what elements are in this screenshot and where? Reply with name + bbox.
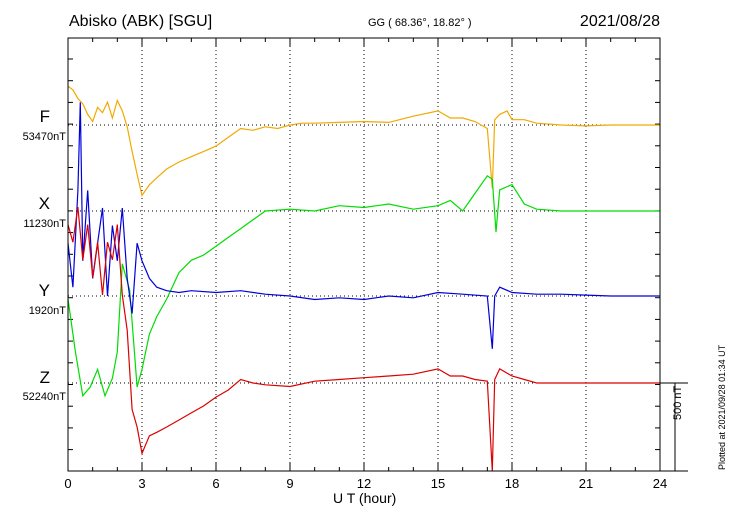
series-line-y — [67, 102, 660, 349]
component-label-x: X — [38, 194, 50, 213]
component-label-f: F — [39, 107, 50, 126]
x-tick-label-18: 18 — [505, 476, 519, 491]
x-tick-label-15: 15 — [431, 476, 445, 491]
series-line-x — [67, 174, 660, 398]
component-label-y: Y — [38, 281, 50, 300]
plotted-timestamp: Plotted at 2021/09/28 01:34 UT — [717, 344, 727, 470]
x-tick-label-3: 3 — [138, 476, 145, 491]
x-tick-label-6: 6 — [212, 476, 219, 491]
x-tick-label-21: 21 — [579, 476, 593, 491]
grid-lines — [68, 38, 660, 471]
scale-bar — [660, 382, 688, 472]
series-line-f — [67, 85, 660, 197]
component-label-z: Z — [39, 368, 50, 387]
x-tick-label-9: 9 — [286, 476, 293, 491]
axis-ticks: 0 3 6 9 12 15 18 21 24 — [64, 38, 667, 491]
x-axis-label: U T (hour) — [333, 490, 397, 506]
plot-frame — [67, 37, 661, 472]
scale-bar-label: 500 nT — [672, 385, 684, 420]
baseline-label-z: 52240nT — [22, 391, 66, 403]
chart-date: 2021/08/28 — [579, 13, 660, 30]
baseline-label-x: 11230nT — [23, 218, 66, 230]
station-title: Abisko (ABK) [SGU] — [69, 13, 213, 30]
series-line-z — [67, 206, 660, 472]
x-tick-label-12: 12 — [357, 476, 371, 491]
baseline-label-f: 53470nT — [22, 131, 66, 143]
baseline-label-y: 1920nT — [28, 305, 66, 317]
geographic-coordinates: GG ( 68.36°, 18.82° ) — [368, 17, 472, 29]
series-lines — [67, 85, 660, 472]
x-tick-label-0: 0 — [64, 476, 71, 491]
x-tick-label-24: 24 — [653, 476, 667, 491]
